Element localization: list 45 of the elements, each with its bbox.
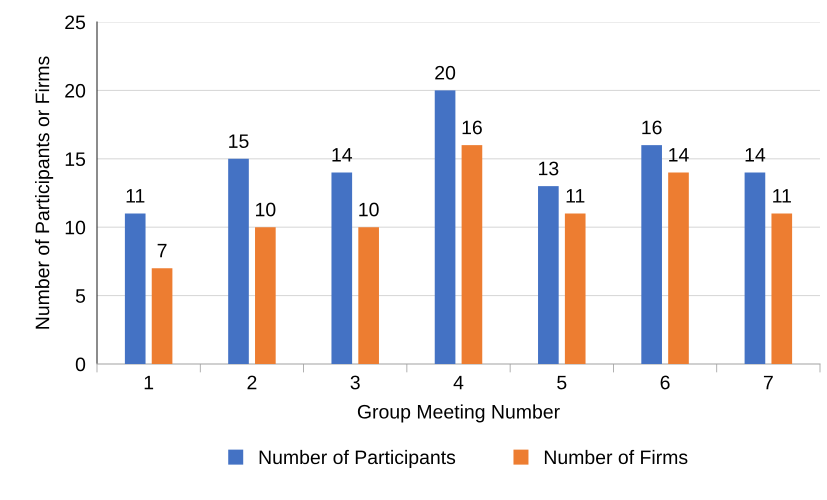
bar xyxy=(152,268,172,364)
data-label: 14 xyxy=(332,148,352,162)
legend-label: Number of Firms xyxy=(544,450,688,464)
bar xyxy=(771,214,792,364)
bar xyxy=(538,186,559,364)
y-axis-title: Number of Participants or Firms xyxy=(35,56,54,329)
legend-label: Number of Participants xyxy=(260,450,456,468)
bar xyxy=(331,172,352,364)
data-label: 11 xyxy=(773,189,791,203)
data-label: 16 xyxy=(462,120,482,134)
data-label: 11 xyxy=(566,189,584,203)
x-tick-label: 7 xyxy=(764,376,773,390)
y-tick-label: 0 xyxy=(76,357,86,372)
data-label: 11 xyxy=(126,189,144,203)
x-tick-label: 5 xyxy=(557,376,566,390)
y-tick-label: 5 xyxy=(76,289,86,303)
bar xyxy=(744,172,766,364)
data-label: 10 xyxy=(359,202,379,216)
bar xyxy=(564,214,586,364)
data-label: 14 xyxy=(669,148,689,162)
data-label: 15 xyxy=(229,134,248,148)
x-tick-label: 6 xyxy=(660,376,670,390)
bar xyxy=(358,227,379,364)
data-label: 20 xyxy=(435,66,456,80)
x-tick-label: 1 xyxy=(144,376,154,390)
y-tick-label: 10 xyxy=(66,220,86,234)
data-label: 10 xyxy=(256,202,276,216)
x-tick-label: 2 xyxy=(248,376,256,390)
data-label: 14 xyxy=(746,148,766,162)
y-tick-label: 25 xyxy=(65,15,86,30)
y-tick-label: 15 xyxy=(66,152,86,166)
x-tick-label: 3 xyxy=(350,376,360,390)
data-label: 16 xyxy=(642,120,662,134)
x-axis-title: Group Meeting Number xyxy=(358,404,560,422)
bar xyxy=(462,145,482,364)
bar xyxy=(668,172,689,364)
bar xyxy=(255,227,276,364)
x-tick-label: 4 xyxy=(454,376,464,390)
bar xyxy=(641,145,662,364)
data-label: 7 xyxy=(158,244,166,258)
bar xyxy=(434,90,456,364)
y-tick-label: 20 xyxy=(65,84,86,98)
data-label: 13 xyxy=(539,162,558,176)
bar xyxy=(124,214,146,364)
bar xyxy=(228,158,249,364)
